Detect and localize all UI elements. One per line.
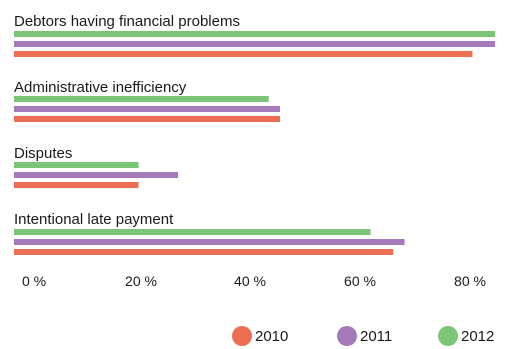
- bar-2012-disputes: [14, 162, 139, 168]
- legend-item-2010: 2010: [232, 323, 288, 349]
- bar-2011-disputes: [14, 172, 179, 178]
- x-tick-label: 0 %: [22, 273, 46, 289]
- category-label-disputes: Disputes: [14, 145, 72, 162]
- legend-label-2012: 2012: [461, 327, 495, 345]
- legend-swatch-2012: [438, 326, 458, 346]
- bar-2010-debtors-having-financial-problems: [14, 51, 473, 57]
- x-tick-label: 60 %: [344, 273, 376, 289]
- bar-2010-disputes: [14, 182, 139, 188]
- legend-swatch-2011: [337, 326, 357, 346]
- bar-2010-intentional-late-payment: [14, 249, 394, 255]
- legend-swatch-2010: [232, 326, 252, 346]
- chart-legend: 2010 2011 2012: [0, 323, 506, 349]
- x-tick-label: 20 %: [125, 273, 157, 289]
- bar-2011-intentional-late-payment: [14, 239, 405, 245]
- bar-2011-administrative-inefficiency: [14, 106, 281, 112]
- legend-item-2012: 2012: [438, 323, 494, 349]
- legend-label-2011: 2011: [360, 327, 393, 345]
- x-tick-label: 80 %: [454, 273, 486, 289]
- x-tick-label: 40 %: [234, 273, 266, 289]
- bar-2012-intentional-late-payment: [14, 229, 371, 235]
- bar-2012-administrative-inefficiency: [14, 96, 269, 102]
- category-label-administrative-inefficiency: Administrative inefficiency: [14, 79, 187, 96]
- bar-2010-administrative-inefficiency: [14, 116, 281, 122]
- legend-item-2011: 2011: [337, 323, 392, 349]
- category-label-debtors-having-financial-problems: Debtors having financial problems: [14, 13, 240, 30]
- bar-2012-debtors-having-financial-problems: [14, 31, 496, 37]
- category-label-intentional-late-payment: Intentional late payment: [14, 211, 174, 228]
- bar-2011-debtors-having-financial-problems: [14, 41, 496, 47]
- legend-label-2010: 2010: [255, 327, 289, 345]
